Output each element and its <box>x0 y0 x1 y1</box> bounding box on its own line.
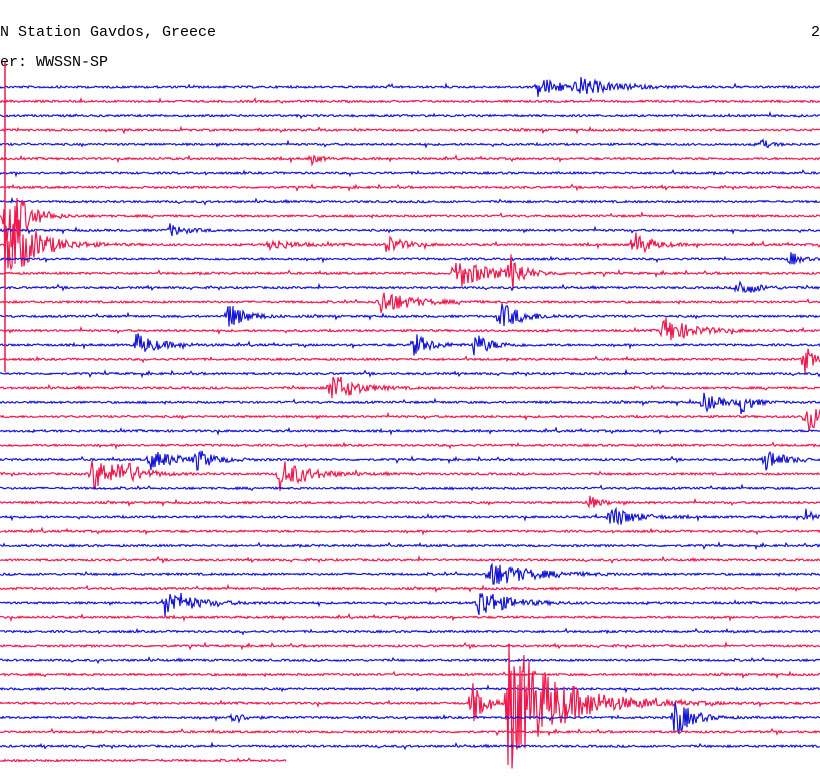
trace <box>0 495 820 509</box>
trace <box>0 757 287 763</box>
trace <box>0 640 820 651</box>
trace <box>0 460 820 491</box>
trace <box>0 701 820 735</box>
trace <box>0 303 820 327</box>
trace <box>0 196 820 206</box>
trace <box>0 450 820 471</box>
trace <box>0 252 820 265</box>
trace <box>0 506 820 526</box>
trace <box>0 333 820 356</box>
trace <box>0 96 820 105</box>
trace <box>0 197 820 268</box>
trace <box>0 612 820 623</box>
trace <box>0 441 820 450</box>
trace <box>0 541 820 551</box>
trace <box>0 583 820 593</box>
trace <box>0 643 820 769</box>
trace <box>0 317 820 341</box>
traces <box>0 62 820 769</box>
trace <box>0 392 820 415</box>
corner-label: 2 <box>811 24 820 41</box>
station-title: N Station Gavdos, Greece <box>0 24 216 41</box>
trace <box>0 483 820 492</box>
trace <box>0 562 820 585</box>
trace <box>0 656 820 665</box>
trace <box>0 627 820 636</box>
trace <box>0 526 820 536</box>
trace <box>0 368 820 379</box>
trace <box>0 154 820 167</box>
trace <box>0 183 820 192</box>
trace <box>0 554 820 565</box>
trace <box>0 292 820 314</box>
trace <box>0 138 820 149</box>
trace <box>0 426 820 436</box>
trace <box>0 111 820 120</box>
trace <box>0 223 820 237</box>
trace <box>0 684 820 694</box>
trace <box>0 77 820 97</box>
trace <box>0 348 820 374</box>
trace <box>0 727 820 737</box>
trace <box>0 280 820 294</box>
trace <box>0 376 820 399</box>
trace <box>0 409 820 432</box>
trace <box>0 168 820 178</box>
trace <box>0 669 820 679</box>
trace <box>0 741 820 751</box>
trace <box>0 592 820 617</box>
filter-label: er: WWSSN-SP <box>0 54 108 71</box>
trace <box>0 219 820 271</box>
trace <box>0 125 820 135</box>
trace <box>0 254 820 290</box>
